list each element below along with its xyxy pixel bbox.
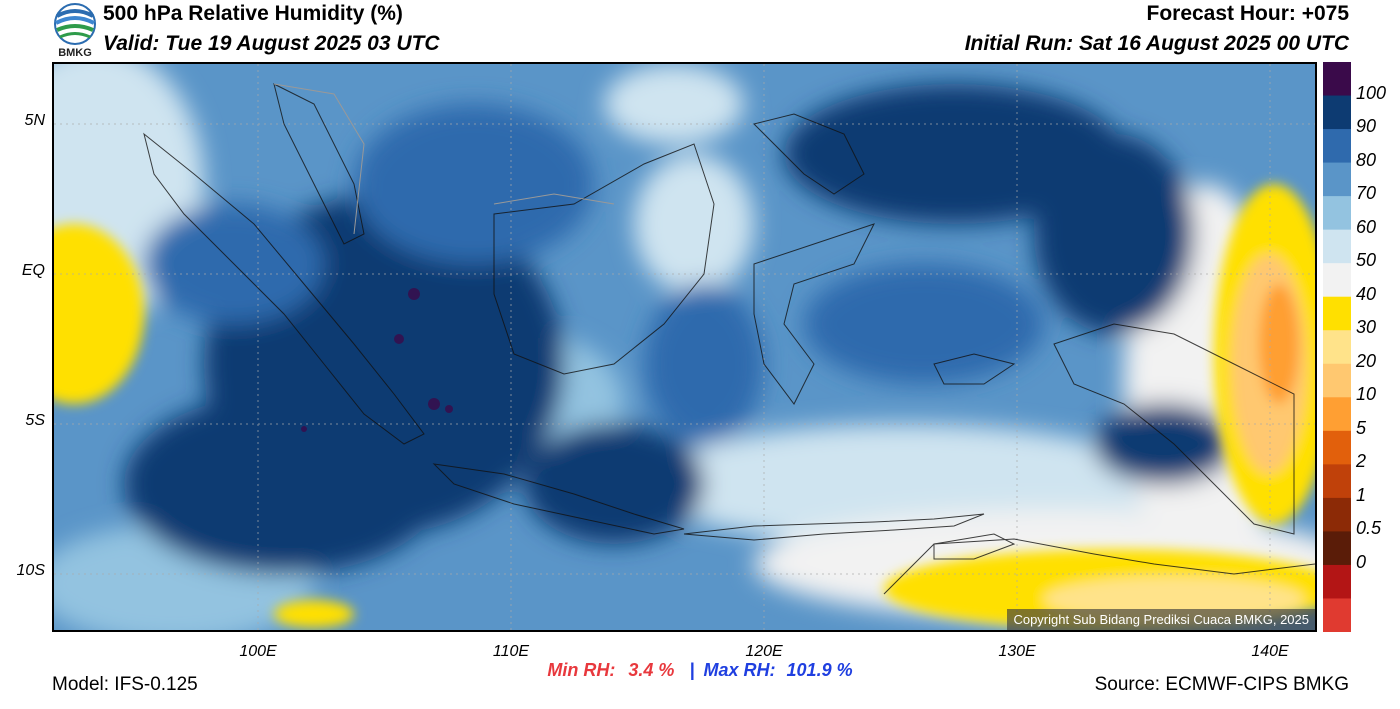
coast-papua <box>1053 323 1295 535</box>
bmkg-logo <box>52 2 98 60</box>
coast-java <box>432 463 685 535</box>
lat-label-5s: 5S <box>25 412 45 429</box>
min-max-stats: Min RH: 3.4 % | Max RH: 101.9 % <box>0 660 1400 681</box>
coast-sumatra <box>143 132 425 445</box>
humidity-map <box>52 62 1317 632</box>
colorbar-label: 50 <box>1356 250 1377 271</box>
colorbar-segment <box>1323 62 1351 97</box>
colorbar-segment <box>1323 564 1351 599</box>
colorbar-segment <box>1323 95 1351 130</box>
coast-timor <box>933 533 1016 560</box>
colorbar-label: 40 <box>1356 283 1377 304</box>
max-rh-value: 101.9 % <box>786 660 853 680</box>
colorbar-segment <box>1323 464 1351 499</box>
copyright-notice: Copyright Sub Bidang Prediksi Cuaca BMKG… <box>1007 609 1315 630</box>
colorbar-label: 100 <box>1356 82 1387 103</box>
colorbar-label: 0.5 <box>1356 518 1382 539</box>
max-rh-label: Max RH: <box>703 660 776 680</box>
colorbar-segment <box>1323 363 1351 398</box>
colorbar-label: 0 <box>1356 551 1367 572</box>
lon-label-110e: 110E <box>492 643 530 660</box>
min-rh-value: 3.4 % <box>628 660 675 680</box>
colorbar-segment <box>1323 229 1351 264</box>
coast-maluku <box>933 353 1016 385</box>
colorbar-label: 90 <box>1356 116 1377 137</box>
colorbar-label: 1 <box>1356 484 1367 505</box>
colorbar-label: 80 <box>1356 149 1377 170</box>
coast-philippines <box>753 113 865 195</box>
colorbar-segment <box>1323 162 1351 197</box>
colorbar-segment <box>1323 598 1351 633</box>
colorbar-segment <box>1323 397 1351 432</box>
colorbar-label: 30 <box>1356 317 1377 338</box>
map-title: 500 hPa Relative Humidity (%) <box>103 2 403 25</box>
initial-run: Initial Run: Sat 16 August 2025 00 UTC <box>964 32 1349 55</box>
colorbar-segment <box>1323 531 1351 566</box>
model-label: Model: IFS-0.125 <box>52 674 198 695</box>
coast-australia <box>883 538 1315 595</box>
source-label: Source: ECMWF-CIPS BMKG <box>1094 674 1349 695</box>
colorbar <box>1323 62 1351 633</box>
lat-label-5n: 5N <box>24 112 45 129</box>
lon-label-120e: 120E <box>745 643 783 660</box>
colorbar-segment <box>1323 196 1351 231</box>
colorbar-segment <box>1323 497 1351 532</box>
colorbar-segment <box>1323 129 1351 164</box>
forecast-hour: Forecast Hour: +075 <box>1146 2 1350 25</box>
colorbar-segment <box>1323 430 1351 465</box>
colorbar-label: 2 <box>1356 451 1367 472</box>
logo-text: BMKG <box>58 47 92 59</box>
coast-borneo <box>493 143 715 375</box>
colorbar-label: 10 <box>1356 384 1377 405</box>
valid-time: Valid: Tue 19 August 2025 03 UTC <box>103 32 440 55</box>
lat-label-eq: EQ <box>21 262 45 279</box>
coast-sulawesi <box>753 223 875 405</box>
min-rh-label: Min RH: <box>547 660 616 680</box>
colorbar-segment <box>1323 263 1351 298</box>
colorbar-label: 5 <box>1356 417 1367 438</box>
coast-malay <box>273 83 365 245</box>
colorbar-label: 60 <box>1356 216 1377 237</box>
colorbar-segment <box>1323 296 1351 331</box>
lon-label-140e: 140E <box>1251 643 1289 660</box>
stats-separator: | <box>689 660 695 680</box>
lon-label-130e: 130E <box>998 643 1036 660</box>
colorbar-label: 20 <box>1356 350 1377 371</box>
lat-label-10s: 10S <box>16 562 45 579</box>
colorbar-segment <box>1323 330 1351 365</box>
lon-label-100e: 100E <box>239 643 277 660</box>
coast-nusa-tenggara <box>683 513 985 541</box>
colorbar-label: 70 <box>1356 183 1377 204</box>
